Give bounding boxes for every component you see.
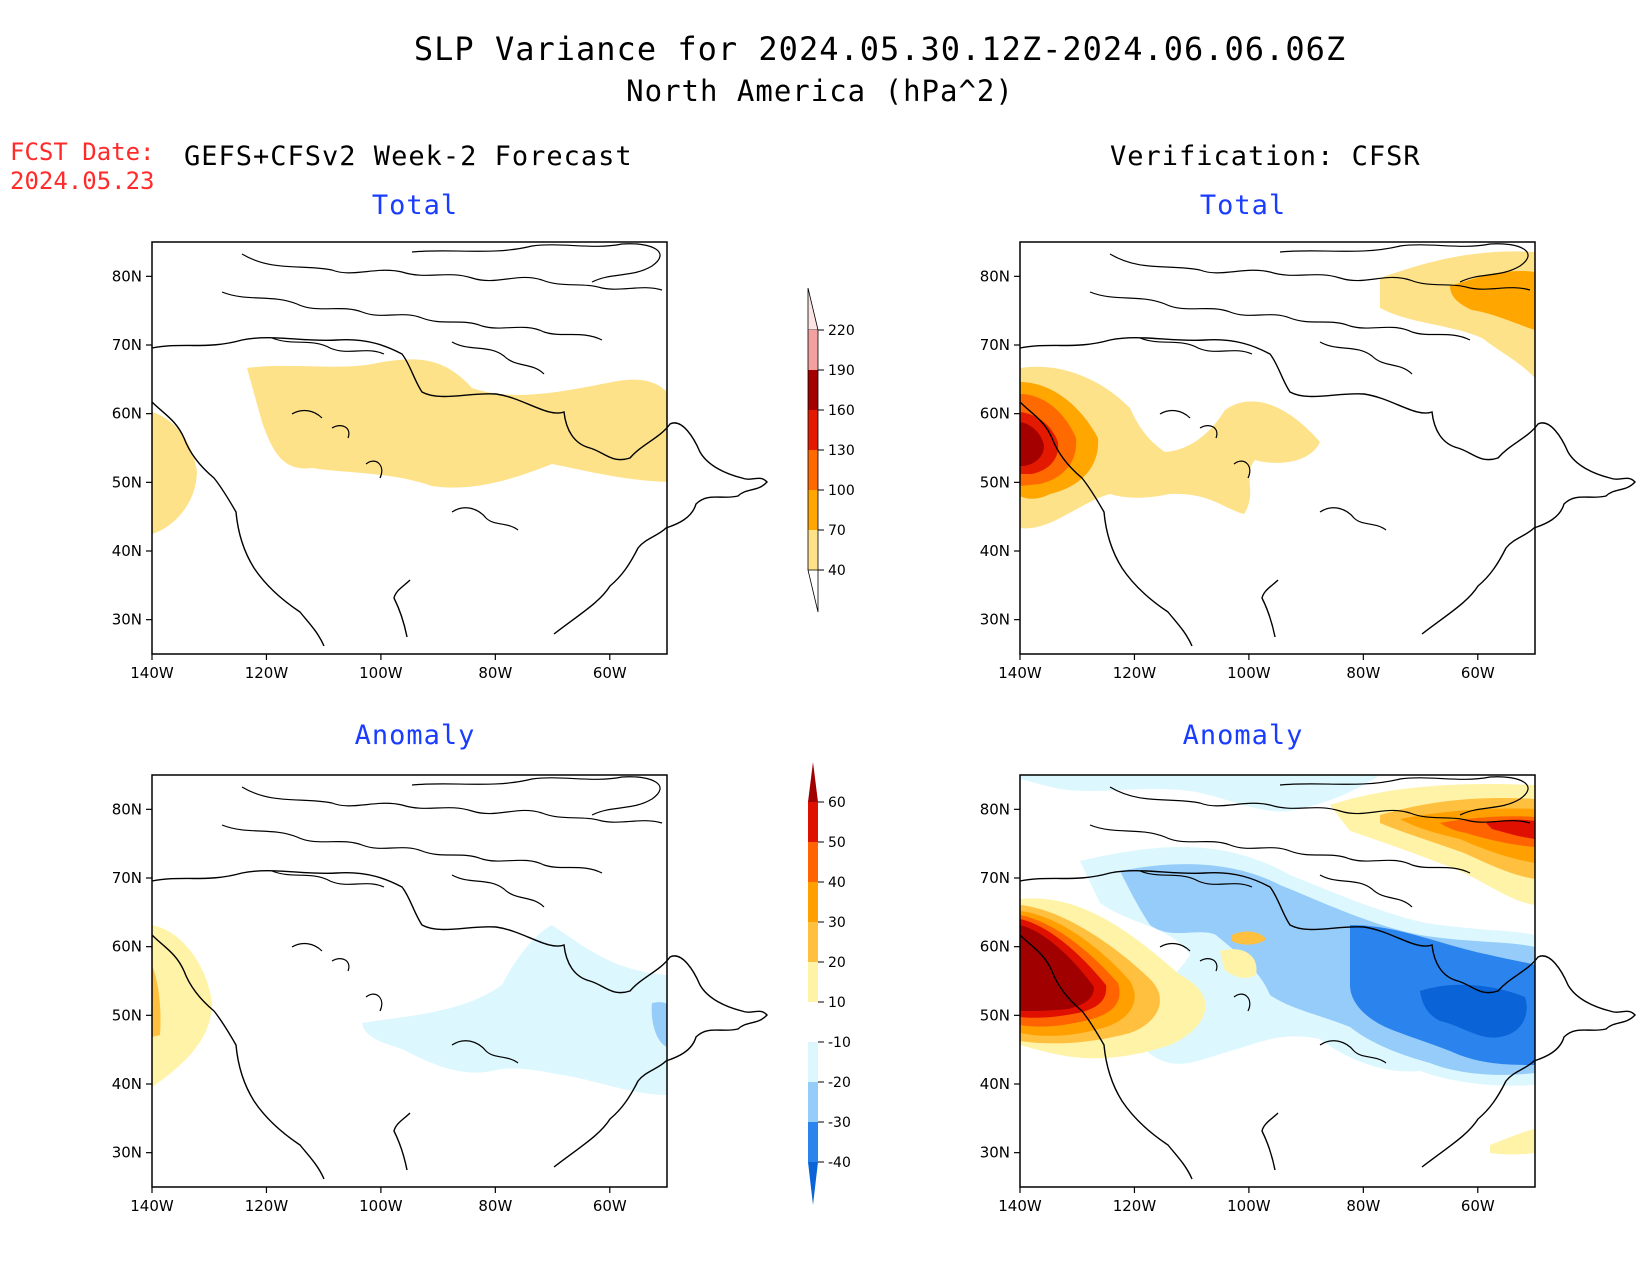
anomaly-shade-20-30	[152, 965, 161, 1037]
lon-tick-label: 140W	[130, 664, 174, 682]
colorbar-anomaly: -40 -30 -20 -10 10 20 30 40 50 60	[808, 762, 851, 1205]
lat-tick-label: 40N	[980, 542, 1010, 560]
lat-tick-label: 60N	[980, 405, 1010, 423]
lon-tick-label: 80W	[478, 1197, 512, 1215]
map-panel-forecast-total	[151, 241, 768, 655]
lon-tick-label: 140W	[998, 1197, 1042, 1215]
colorbar-total-label: 40	[828, 563, 846, 579]
verification-anomaly-title: Anomaly	[1182, 720, 1304, 751]
anomaly-shade-above-60	[1020, 925, 1094, 1011]
lat-tick-label: 80N	[980, 267, 1010, 285]
lon-tick-label: 60W	[1461, 664, 1495, 682]
lon-tick-label: 120W	[1113, 1197, 1157, 1215]
lon-tick-label: 100W	[1227, 1197, 1271, 1215]
lon-tick-label: 120W	[245, 1197, 289, 1215]
map-panel-forecast-anomaly	[151, 774, 768, 1188]
lon-tick-label: 100W	[1227, 664, 1271, 682]
forecast-column-header: GEFS+CFSv2 Week-2 Forecast	[184, 141, 633, 172]
lat-tick-label: 50N	[112, 1006, 142, 1024]
colorbar-total-label: 160	[828, 403, 855, 419]
colorbar-total-label: 220	[828, 323, 855, 339]
lon-tick-label: 60W	[1461, 1197, 1495, 1215]
variance-shade-40-70	[247, 359, 667, 488]
chart-title: SLP Variance for 2024.05.30.12Z-2024.06.…	[413, 30, 1347, 68]
anomaly-shade-10-20	[1220, 949, 1257, 978]
verification-total-title: Total	[1199, 190, 1287, 221]
lat-tick-label: 80N	[980, 800, 1010, 818]
lat-tick-label: 30N	[980, 611, 1010, 629]
colorbar-anomaly-label: 10	[828, 995, 846, 1011]
anomaly-shade-50-60	[1486, 819, 1535, 839]
anomaly-shade-10-20	[1490, 1129, 1535, 1155]
anomaly-shade-neg20-neg30	[651, 1002, 667, 1047]
colorbar-anomaly-label: -40	[828, 1155, 851, 1171]
lon-tick-label: 60W	[593, 664, 627, 682]
lon-tick-label: 140W	[998, 664, 1042, 682]
lon-tick-label: 80W	[478, 664, 512, 682]
lat-tick-label: 30N	[980, 1144, 1010, 1162]
colorbar-anomaly-label: -20	[828, 1075, 851, 1091]
colorbar-total-label: 100	[828, 483, 855, 499]
variance-shade-70-100	[1450, 270, 1535, 330]
anomaly-shade-neg10-neg20	[362, 925, 667, 1095]
map-panel-verification-anomaly	[1019, 774, 1636, 1188]
lon-tick-label: 100W	[359, 664, 403, 682]
chart-subtitle: North America (hPa^2)	[626, 74, 1014, 108]
colorbar-total-label: 70	[828, 523, 846, 539]
lat-tick-label: 50N	[980, 473, 1010, 491]
lat-tick-label: 40N	[980, 1075, 1010, 1093]
lat-tick-label: 70N	[112, 336, 142, 354]
colorbar-anomaly-label: 30	[828, 915, 846, 931]
forecast-date-label: FCST Date:	[10, 138, 155, 166]
colorbar-anomaly-label: 40	[828, 875, 846, 891]
anomaly-shade-below-neg40	[1420, 984, 1527, 1038]
colorbar-total: 40 70 100 130 160 190 220	[807, 287, 855, 613]
lon-tick-label: 80W	[1346, 1197, 1380, 1215]
colorbar-anomaly-label: 60	[828, 795, 846, 811]
variance-shade-40-70	[1020, 366, 1320, 529]
colorbar-anomaly-label: -10	[828, 1035, 851, 1051]
lat-tick-label: 50N	[980, 1006, 1010, 1024]
colorbar-anomaly-label: 50	[828, 835, 846, 851]
lat-tick-label: 30N	[112, 611, 142, 629]
lat-tick-label: 80N	[112, 267, 142, 285]
colorbar-total-label: 190	[828, 363, 855, 379]
lon-tick-label: 80W	[1346, 664, 1380, 682]
lat-tick-label: 70N	[112, 869, 142, 887]
lat-tick-label: 40N	[112, 542, 142, 560]
lon-tick-label: 100W	[359, 1197, 403, 1215]
anomaly-shade-10-20	[152, 925, 212, 1087]
lat-tick-label: 50N	[112, 473, 142, 491]
anomaly-shade-20-30	[1232, 931, 1266, 945]
lon-tick-label: 120W	[1113, 664, 1157, 682]
lat-tick-label: 60N	[112, 405, 142, 423]
verification-column-header: Verification: CFSR	[1110, 141, 1421, 172]
forecast-total-title: Total	[371, 190, 459, 221]
colorbar-anomaly-label: -30	[828, 1115, 851, 1131]
forecast-anomaly-title: Anomaly	[354, 720, 476, 751]
lat-tick-label: 60N	[112, 938, 142, 956]
colorbar-total-label: 130	[828, 443, 855, 459]
lat-tick-label: 80N	[112, 800, 142, 818]
variance-shade-160-190	[1020, 422, 1044, 466]
lat-tick-label: 70N	[980, 336, 1010, 354]
lat-tick-label: 30N	[112, 1144, 142, 1162]
colorbar-anomaly-label: 20	[828, 955, 846, 971]
lat-tick-label: 60N	[980, 938, 1010, 956]
lat-tick-label: 70N	[980, 869, 1010, 887]
lat-tick-label: 40N	[112, 1075, 142, 1093]
forecast-date-value: 2024.05.23	[10, 167, 155, 195]
lon-tick-label: 120W	[245, 664, 289, 682]
lon-tick-label: 60W	[593, 1197, 627, 1215]
map-panel-verification-total	[1019, 241, 1636, 655]
lon-tick-label: 140W	[130, 1197, 174, 1215]
